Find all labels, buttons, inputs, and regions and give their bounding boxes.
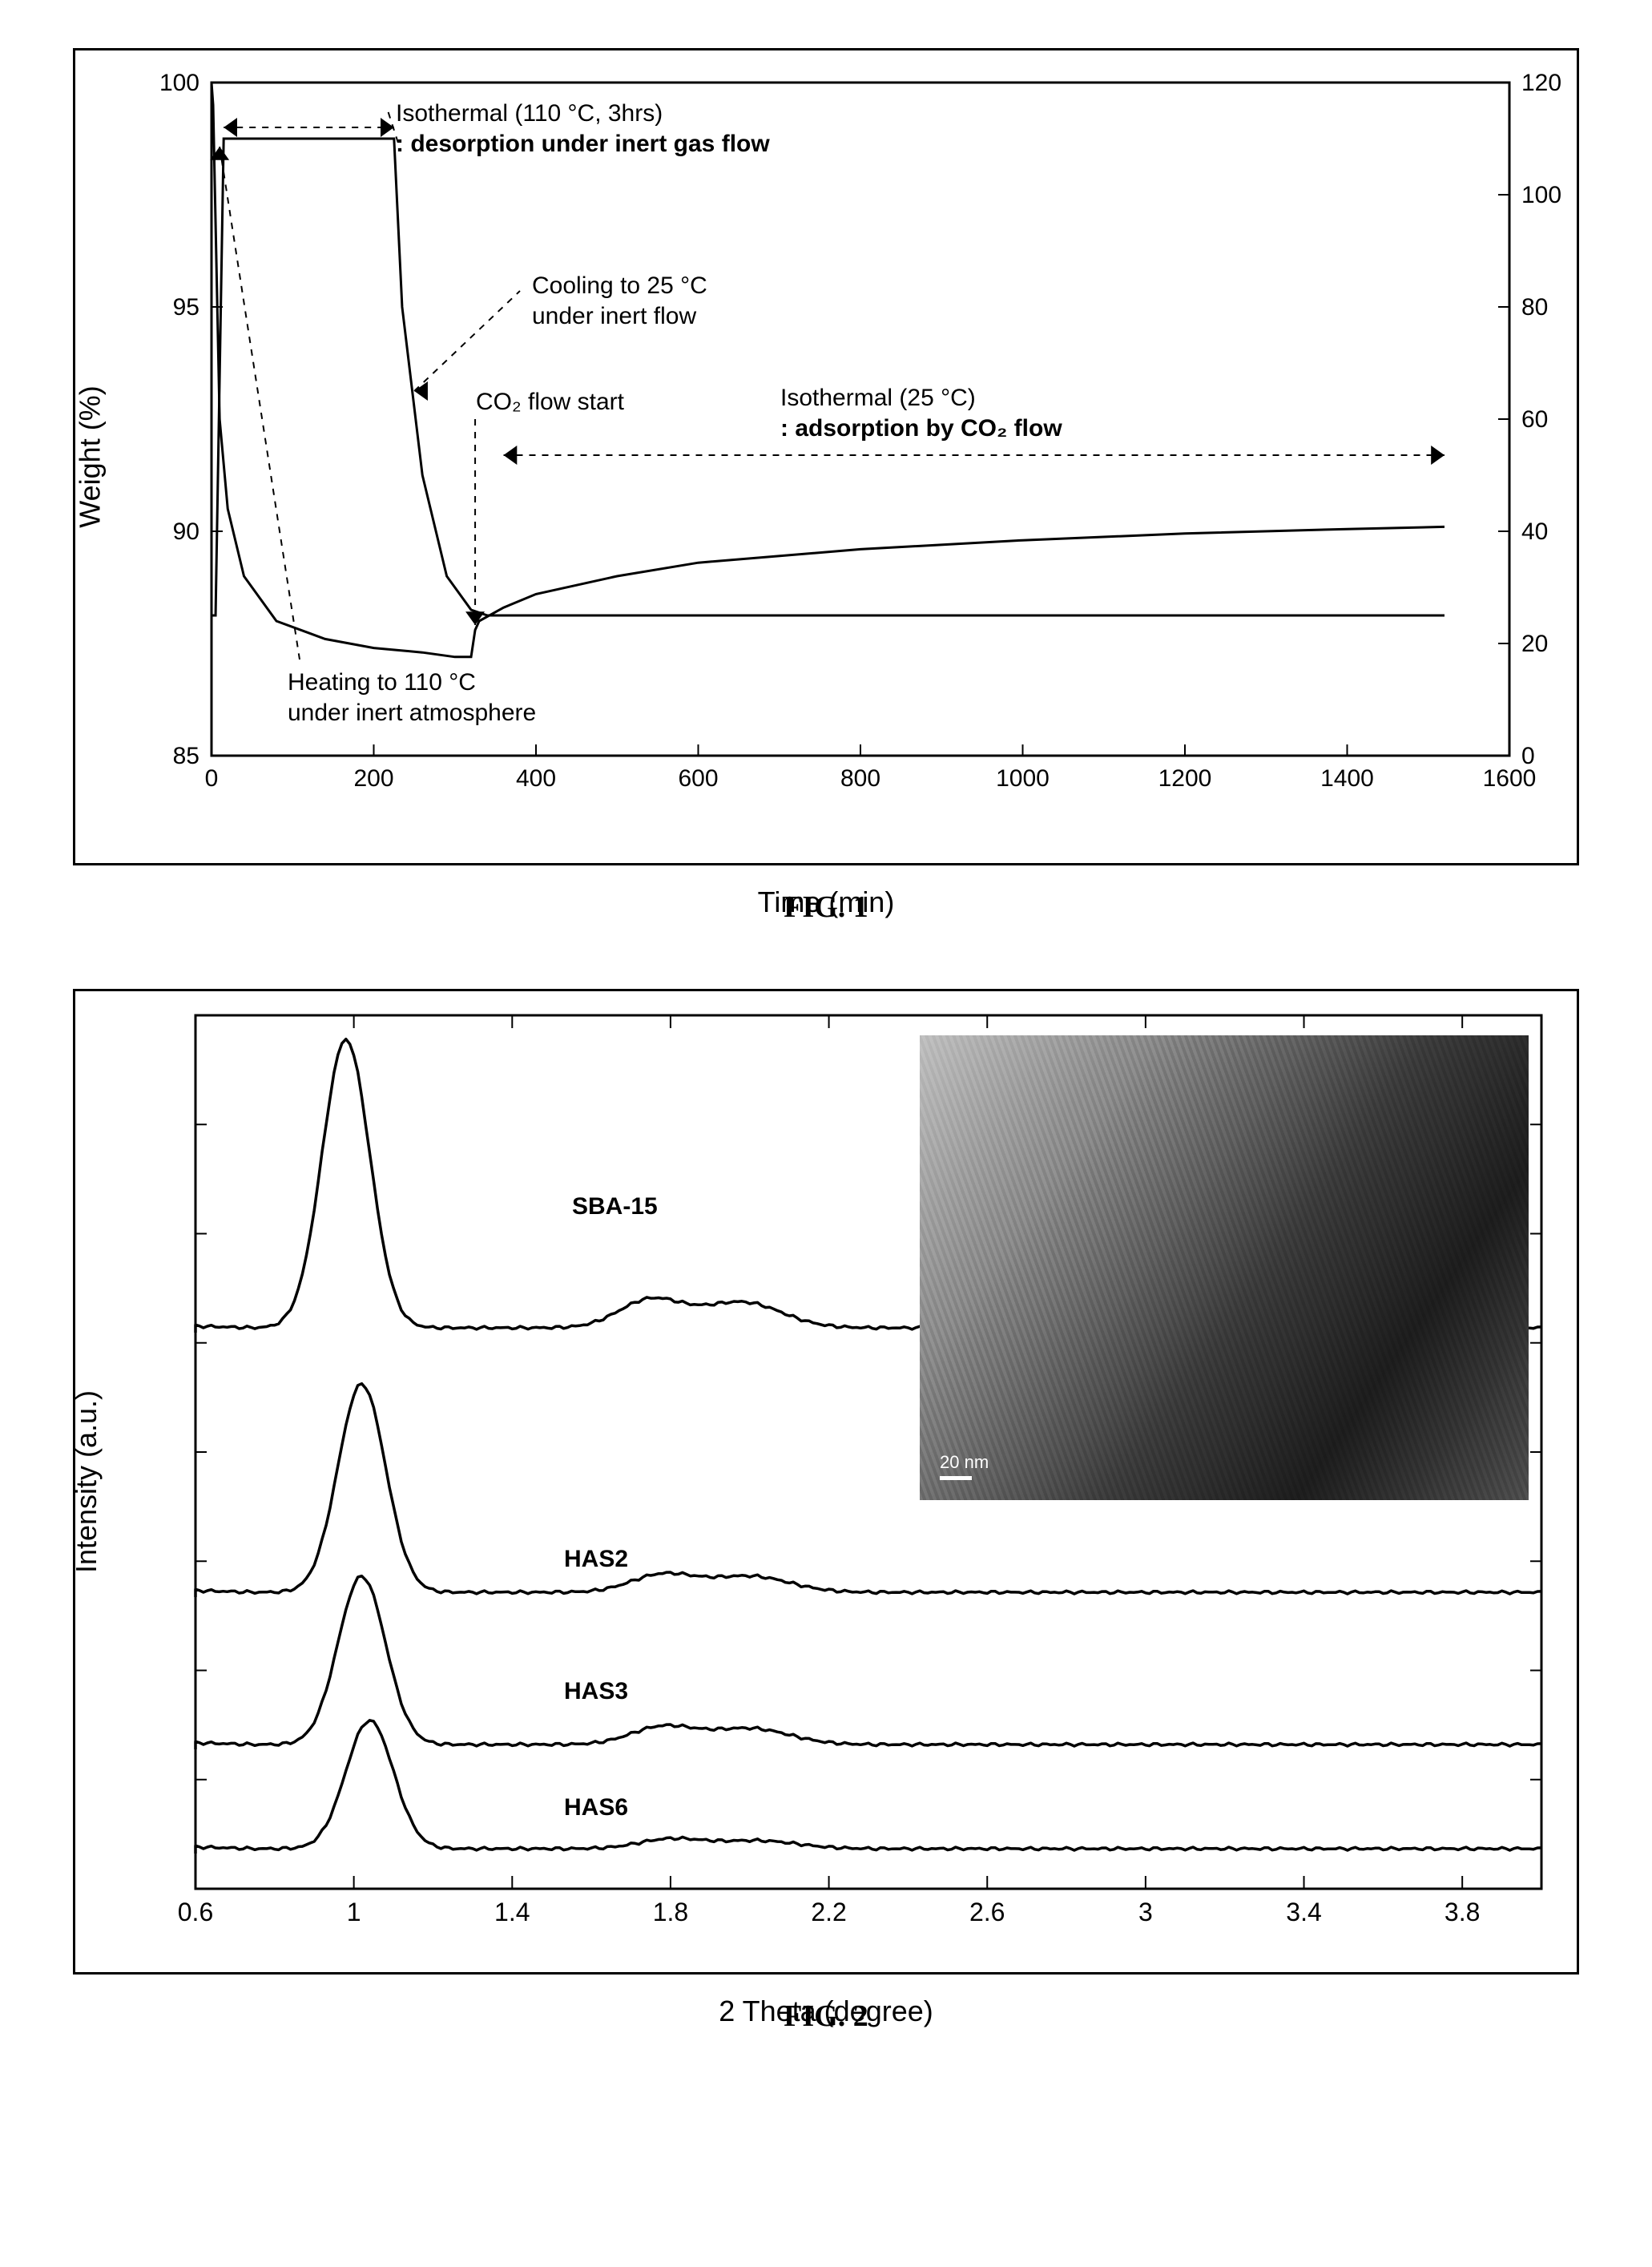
svg-text:200: 200 (353, 765, 393, 792)
svg-text:800: 800 (840, 765, 880, 792)
svg-text:0: 0 (205, 765, 219, 792)
tem-scale-bar-line (940, 1476, 972, 1480)
svg-text:85: 85 (173, 743, 199, 769)
iso25-l1: Isothermal (25 °C) (780, 385, 976, 411)
fig1-svg: 0200400600800100012001400160085909510002… (75, 50, 1581, 868)
fig2-xlabel: 2 Theta (degree) (719, 1995, 933, 2028)
svg-text:1.8: 1.8 (653, 1898, 688, 1926)
heating-l1: Heating to 110 °C (288, 669, 476, 696)
tem-scale-bar: 20 nm (940, 1452, 989, 1480)
svg-text:0.6: 0.6 (178, 1898, 213, 1926)
fig1-anno-co2: CO₂ flow start (476, 387, 624, 417)
tem-inset-image: 20 nm (920, 1035, 1529, 1500)
svg-text:60: 60 (1521, 406, 1548, 433)
fig1-ylabel: Weight (%) (74, 385, 107, 527)
svg-text:600: 600 (678, 765, 718, 792)
fig1-anno-heating: Heating to 110 °C under inert atmosphere (288, 668, 536, 728)
cooling-l2: under inert flow (532, 303, 696, 329)
iso25-l2: : adsorption by CO₂ flow (780, 415, 1062, 442)
fig1-chart: 0200400600800100012001400160085909510002… (73, 48, 1579, 865)
fig2-chart: 0.6 1 1.4 1.8 2.2 2.6 3 3.4 3.8 Intensity (a.u.)… (73, 989, 1579, 1975)
label-has6: HAS6 (564, 1793, 628, 1823)
svg-text:1200: 1200 (1158, 765, 1212, 792)
figure-2-block: 0.6 1 1.4 1.8 2.2 2.6 3 3.4 3.8 Intensity (a.u.)… (64, 989, 1588, 2034)
svg-text:120: 120 (1521, 70, 1561, 96)
svg-text:95: 95 (173, 294, 199, 321)
iso110-l1: Isothermal (110 °C, 3hrs) (396, 100, 663, 127)
svg-text:20: 20 (1521, 631, 1548, 657)
svg-text:1000: 1000 (996, 765, 1050, 792)
svg-text:1.4: 1.4 (494, 1898, 530, 1926)
iso110-l2: : desorption under inert gas flow (396, 131, 770, 157)
label-sba15: SBA-15 (572, 1192, 658, 1222)
tem-scale-label: 20 nm (940, 1452, 989, 1472)
svg-text:40: 40 (1521, 518, 1548, 545)
svg-text:2.2: 2.2 (811, 1898, 846, 1926)
svg-text:2.6: 2.6 (969, 1898, 1005, 1926)
svg-text:0: 0 (1521, 743, 1535, 769)
svg-text:400: 400 (516, 765, 556, 792)
fig1-anno-iso25: Isothermal (25 °C) : adsorption by CO₂ f… (780, 383, 1062, 443)
co2-l1: CO₂ flow start (476, 389, 624, 415)
svg-text:100: 100 (1521, 182, 1561, 208)
fig1-anno-iso110: Isothermal (110 °C, 3hrs) : desorption u… (396, 99, 770, 159)
svg-text:1400: 1400 (1320, 765, 1374, 792)
figure-1-block: 0200400600800100012001400160085909510002… (64, 48, 1588, 925)
svg-text:1: 1 (347, 1898, 361, 1926)
heating-l2: under inert atmosphere (288, 700, 536, 726)
fig1-anno-cooling: Cooling to 25 °C under inert flow (532, 271, 707, 331)
label-has3: HAS3 (564, 1676, 628, 1707)
svg-text:80: 80 (1521, 294, 1548, 321)
svg-text:90: 90 (173, 518, 199, 545)
svg-text:3: 3 (1138, 1898, 1153, 1926)
cooling-l1: Cooling to 25 °C (532, 272, 707, 299)
svg-text:100: 100 (159, 70, 199, 96)
label-has2: HAS2 (564, 1544, 628, 1575)
fig2-ylabel: Intensity (a.u.) (70, 1390, 103, 1573)
svg-text:3.8: 3.8 (1444, 1898, 1480, 1926)
svg-text:3.4: 3.4 (1286, 1898, 1321, 1926)
fig1-xlabel: Time (min) (758, 885, 895, 919)
